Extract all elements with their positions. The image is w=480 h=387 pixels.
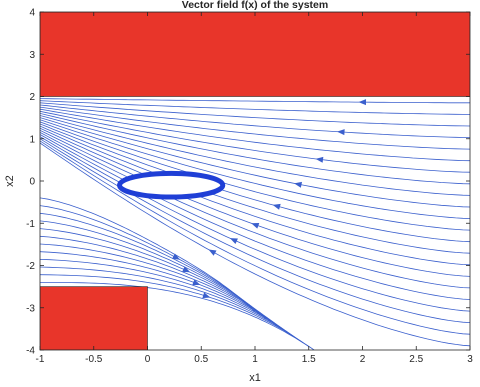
streamline-upper <box>40 138 470 323</box>
flow-arrow <box>272 203 281 210</box>
obstacle-region <box>40 286 148 350</box>
x-tick-label: 1 <box>252 354 258 365</box>
x-tick-label: 0 <box>145 354 151 365</box>
y-axis-label: x2 <box>4 175 16 187</box>
streamline-lower <box>40 228 277 327</box>
streamline-upper <box>40 121 470 231</box>
x-tick-label: -0.5 <box>85 354 103 365</box>
y-tick-label: 3 <box>29 50 35 61</box>
flow-arrow <box>251 222 260 229</box>
streamline-upper <box>40 100 470 115</box>
streamline-upper <box>40 142 470 347</box>
streamline-lower <box>40 251 293 337</box>
streamline-upper <box>40 113 470 185</box>
streamline-lower <box>40 259 299 340</box>
flow-arrow <box>202 292 211 299</box>
y-tick-label: 4 <box>29 8 35 19</box>
streamline-upper <box>40 125 470 254</box>
streamline-upper <box>40 123 470 243</box>
y-tick-label: -2 <box>26 261 35 272</box>
streamline-upper <box>40 119 470 219</box>
streamline-upper <box>40 140 470 335</box>
streamlines <box>40 98 470 350</box>
streamline-lower <box>40 205 261 316</box>
streamline-upper <box>40 106 470 150</box>
streamline-upper <box>40 110 470 173</box>
flow-arrow <box>229 238 238 244</box>
plot-area <box>40 12 470 350</box>
streamline-upper <box>40 102 470 127</box>
streamline-upper <box>40 98 470 104</box>
y-tick-label: 0 <box>29 177 35 188</box>
limit-cycle-ring <box>117 170 226 200</box>
y-tick-label: -3 <box>26 303 35 314</box>
flow-arrow <box>337 129 345 136</box>
streamline-lower <box>40 243 288 334</box>
streamline-lower <box>40 274 310 347</box>
streamline-upper <box>40 115 470 196</box>
streamline-upper <box>40 132 470 289</box>
streamline-lower <box>40 235 283 330</box>
streamline-upper <box>40 129 470 277</box>
y-tick-label: 1 <box>29 134 35 145</box>
streamline-upper <box>40 134 470 300</box>
y-tick-label: -4 <box>26 346 35 357</box>
streamline-upper <box>40 117 470 208</box>
obstacle-region <box>40 12 470 97</box>
streamline-lower <box>40 212 267 320</box>
y-tick-label: 2 <box>29 92 35 103</box>
flow-arrow <box>182 266 191 273</box>
chart-title: Vector field f(x) of the system <box>182 0 328 11</box>
x-tick-label: 1.5 <box>302 354 316 365</box>
obstacles <box>40 12 470 350</box>
streamline-lower <box>40 266 304 344</box>
flow-arrow <box>294 181 303 188</box>
streamline-upper <box>40 127 470 266</box>
flow-arrow <box>208 249 217 256</box>
streamline-lower <box>40 282 315 350</box>
x-tick-label: -1 <box>36 354 45 365</box>
streamline-upper <box>40 108 470 162</box>
axis-ticks: -1 -0.5 0 0.5 1 1.5 2 2.5 3 -4 -3 -2 -1 0 1 2 3 4 <box>26 8 473 366</box>
x-tick-label: 2.5 <box>409 354 423 365</box>
x-tick-label: 0.5 <box>194 354 208 365</box>
flow-arrow <box>315 156 324 163</box>
streamline-upper <box>40 136 470 312</box>
x-tick-label: 3 <box>467 354 473 365</box>
flow-arrow <box>192 279 201 286</box>
limit-cycle <box>117 170 226 200</box>
streamline-upper <box>40 104 470 138</box>
streamline-lower <box>40 220 272 323</box>
flow-arrow <box>172 253 181 260</box>
x-axis-label: x1 <box>249 372 261 384</box>
flow-arrow <box>358 99 367 106</box>
x-tick-label: 2 <box>360 354 366 365</box>
y-tick-label: -1 <box>26 219 35 230</box>
